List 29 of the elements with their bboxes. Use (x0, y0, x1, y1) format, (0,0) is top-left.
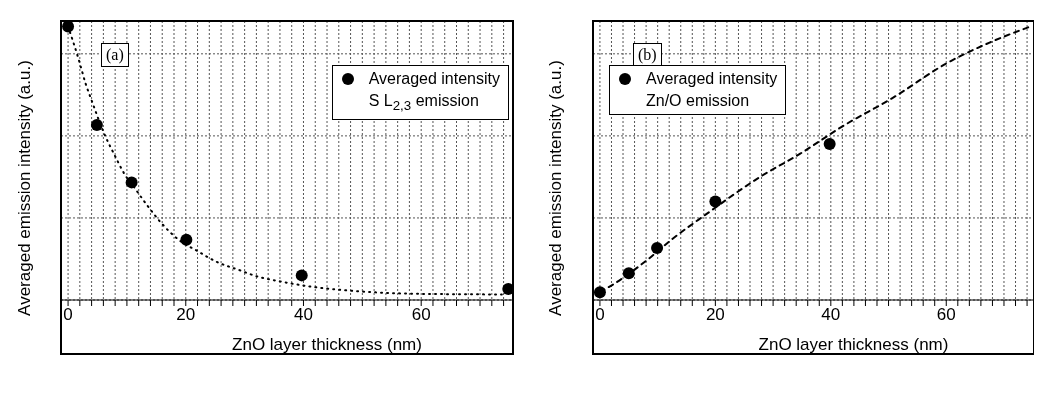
legend-title: Zn/O emission (645, 91, 751, 111)
x-axis-title: ZnO layer thickness (nm) (232, 335, 422, 354)
point (62, 21, 75, 33)
x-tick-label: 60 (936, 305, 956, 325)
x-tick-label: 0 (595, 305, 605, 325)
x-tick-label: 0 (63, 305, 73, 325)
point (502, 283, 513, 296)
point (823, 138, 836, 151)
point (593, 286, 606, 299)
y-axis-title: Averaged emission intensity (a.u.) (15, 59, 35, 316)
point (90, 118, 103, 131)
point (651, 242, 664, 255)
x-tick-label: 20 (705, 305, 725, 325)
x-tick-label: 60 (411, 305, 431, 325)
y-axis-title: Averaged emission intensity (a.u.) (546, 59, 566, 316)
text: (a) (101, 43, 129, 67)
legend-title: S L$_{2,3}$ emission (367, 91, 480, 116)
legend-label: Averaged intensity (646, 69, 778, 89)
point (125, 176, 138, 189)
point (709, 195, 722, 208)
x-tick-label: 20 (176, 305, 196, 325)
x-tick-label: 40 (294, 305, 313, 325)
legend-label: Averaged intensity (368, 69, 500, 89)
x-axis-title: ZnO layer thickness (nm) (758, 335, 949, 354)
x-tick-label: 40 (821, 305, 841, 325)
text: (b) (633, 43, 662, 67)
point (180, 233, 193, 246)
point (295, 269, 308, 282)
point (622, 267, 635, 280)
